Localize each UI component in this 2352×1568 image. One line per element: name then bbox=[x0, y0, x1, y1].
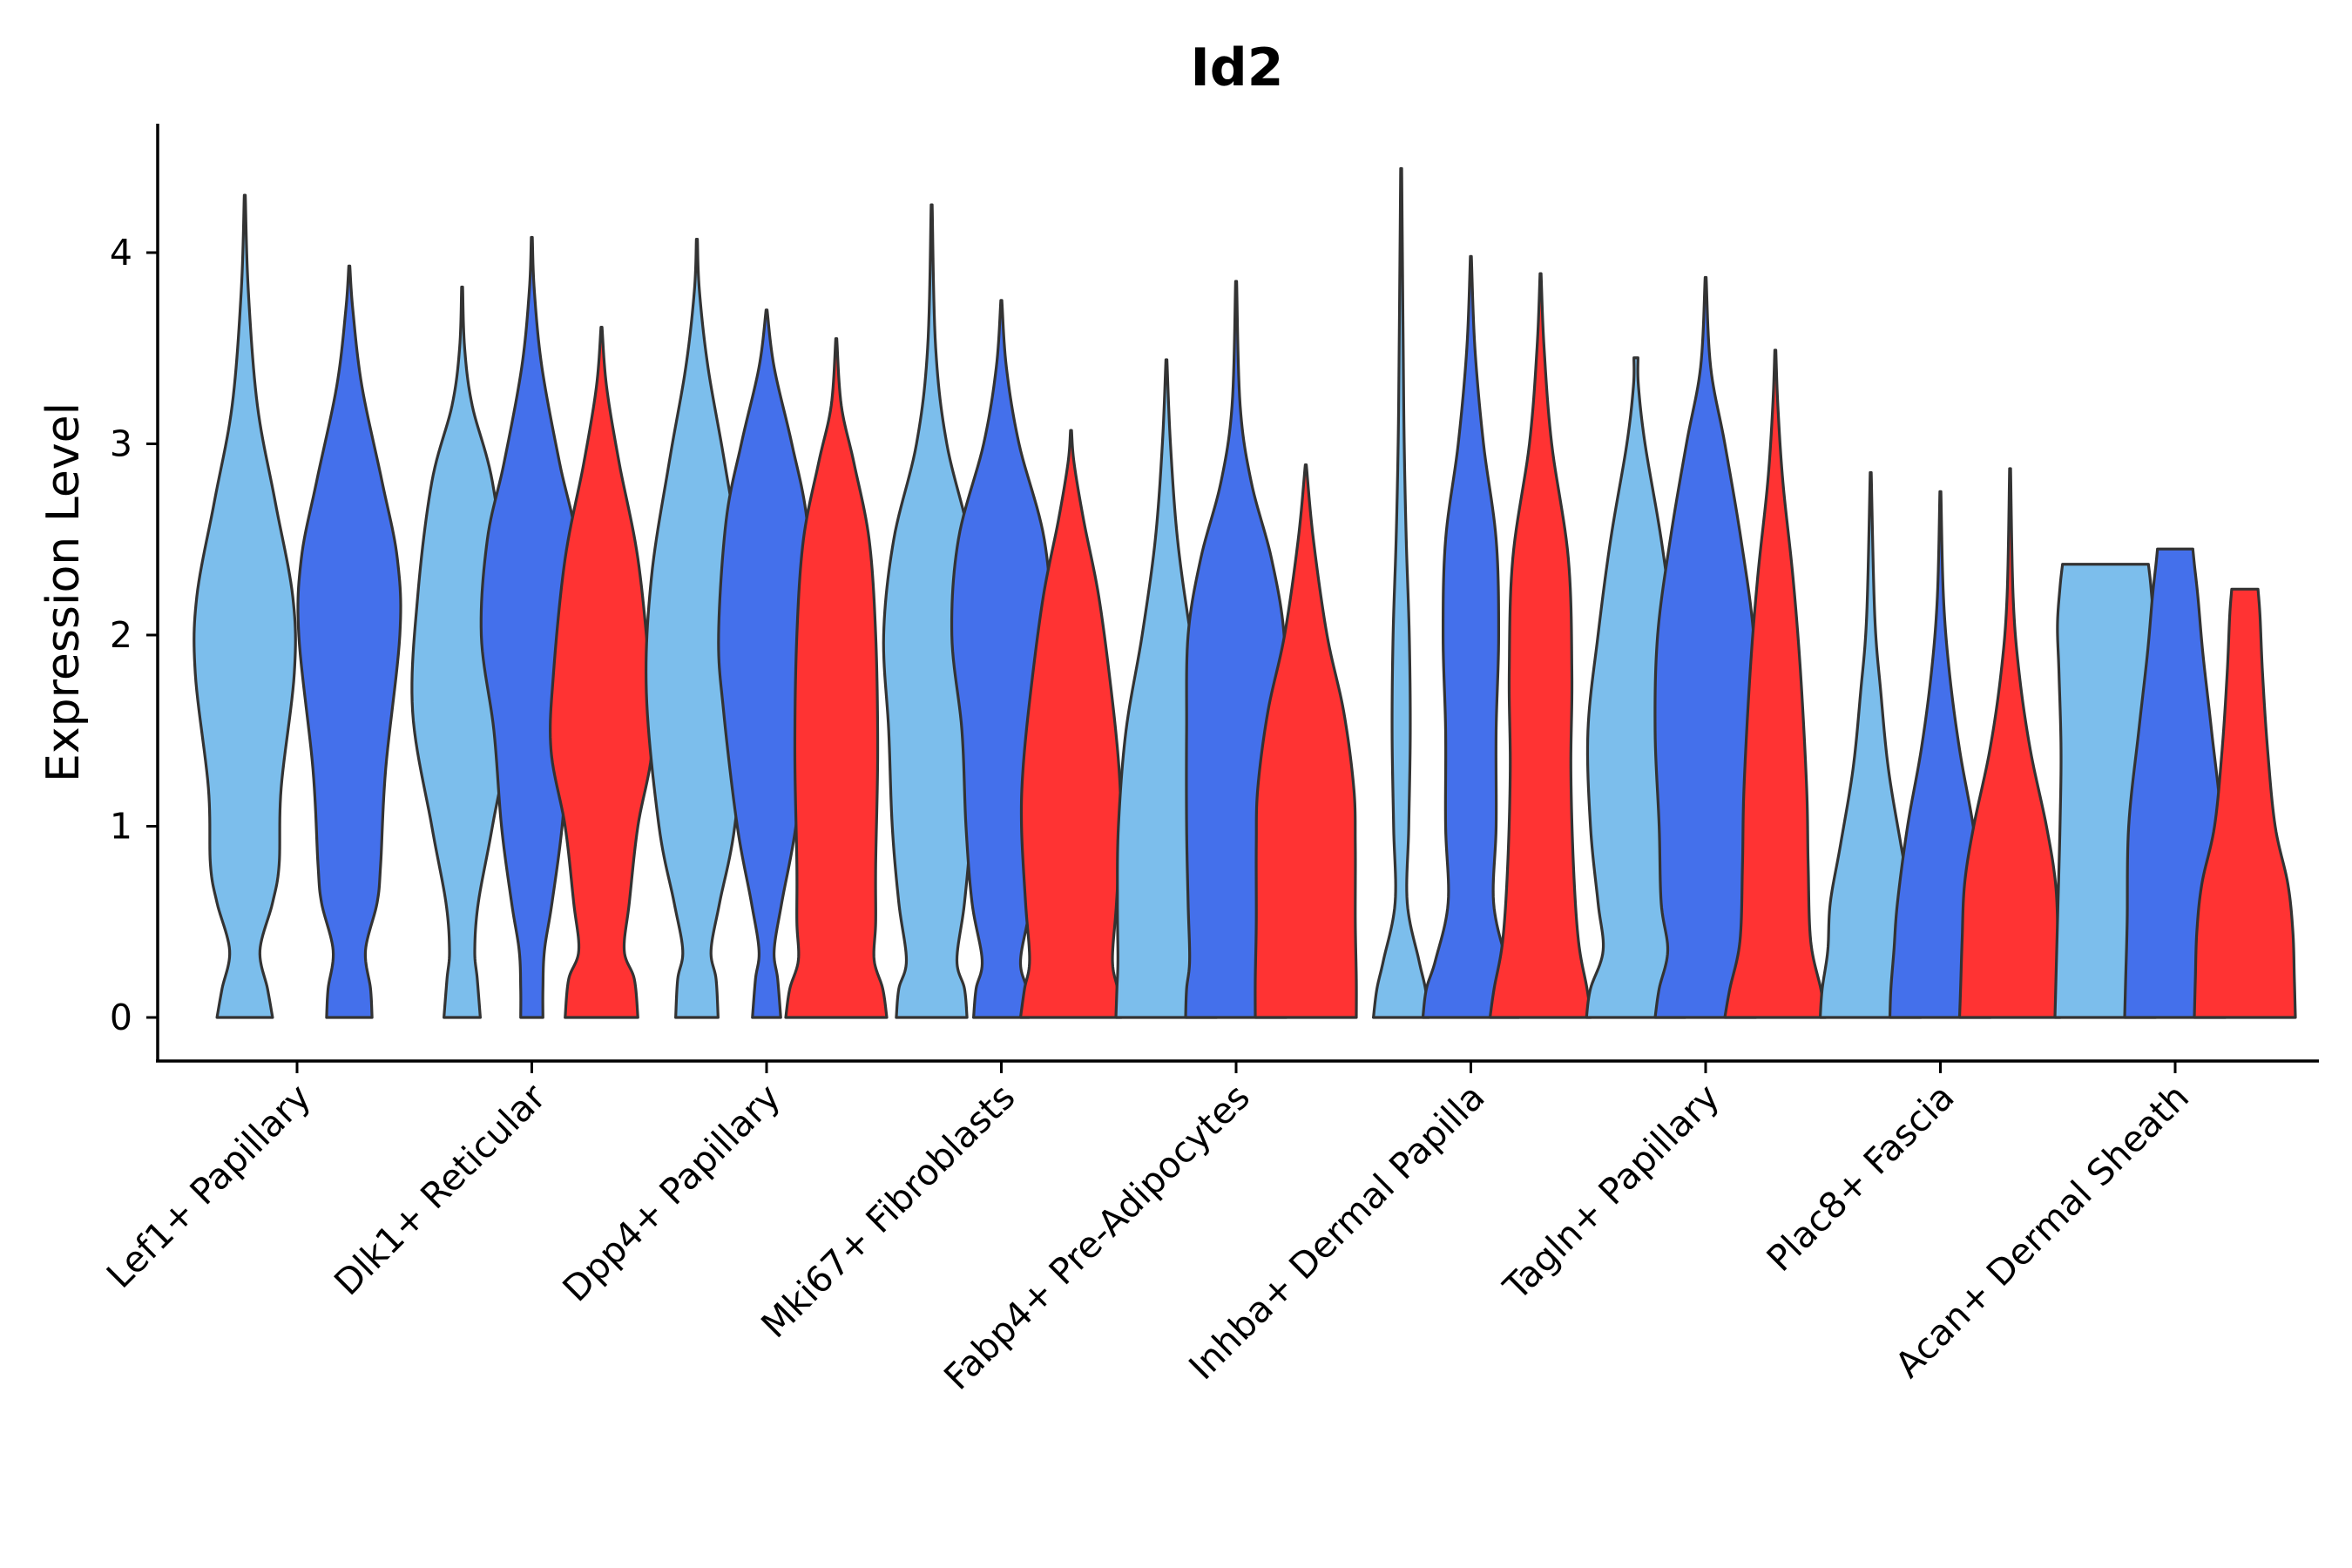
violin-light-blue-3 bbox=[882, 203, 982, 1019]
x-ticks: Lef1+ Papillary Dlk1+ Reticular Dpp4+ Papi… bbox=[98, 1061, 2197, 1398]
violin-red-6 bbox=[1723, 348, 1828, 1019]
violin-red-2 bbox=[784, 337, 889, 1019]
y-tick-label: 2 bbox=[110, 614, 132, 656]
y-ticks: 0 1 2 3 4 bbox=[110, 232, 158, 1038]
violin-light-blue-0 bbox=[193, 193, 297, 1019]
violins-layer bbox=[193, 166, 2297, 1019]
y-tick-label: 1 bbox=[110, 806, 132, 848]
violin-red-1 bbox=[549, 326, 654, 1019]
violin-light-blue-5 bbox=[1372, 166, 1430, 1019]
y-tick-label: 3 bbox=[110, 423, 132, 465]
violin-blue-5 bbox=[1421, 254, 1521, 1019]
violin-light-blue-2 bbox=[645, 238, 749, 1019]
x-tick-label: Lef1+ Papillary bbox=[98, 1076, 319, 1296]
violin-blue-0 bbox=[296, 264, 402, 1019]
y-tick-label: 0 bbox=[110, 997, 132, 1038]
x-tick-label: Mki67+ Fibroblasts bbox=[754, 1076, 1024, 1346]
x-tick-label: Dlk1+ Reticular bbox=[326, 1076, 553, 1303]
violin-light-blue-1 bbox=[410, 285, 514, 1019]
x-tick-label: Dpp4+ Papillary bbox=[555, 1076, 788, 1309]
violin-red-7 bbox=[1957, 467, 2063, 1019]
y-tick-label: 4 bbox=[110, 232, 132, 274]
violin-red-5 bbox=[1488, 272, 1593, 1019]
x-tick-label: Plac8+ Fascia bbox=[1759, 1076, 1963, 1280]
violin-red-4 bbox=[1254, 463, 1358, 1019]
x-tick-label: Tagln+ Papillary bbox=[1495, 1076, 1727, 1308]
violin-blue-2 bbox=[717, 308, 816, 1019]
violin-red-8 bbox=[2193, 587, 2297, 1019]
y-axis-label: Expression Level bbox=[37, 402, 90, 782]
chart-title: Id2 bbox=[1190, 37, 1283, 98]
violin-blue-1 bbox=[479, 235, 585, 1019]
